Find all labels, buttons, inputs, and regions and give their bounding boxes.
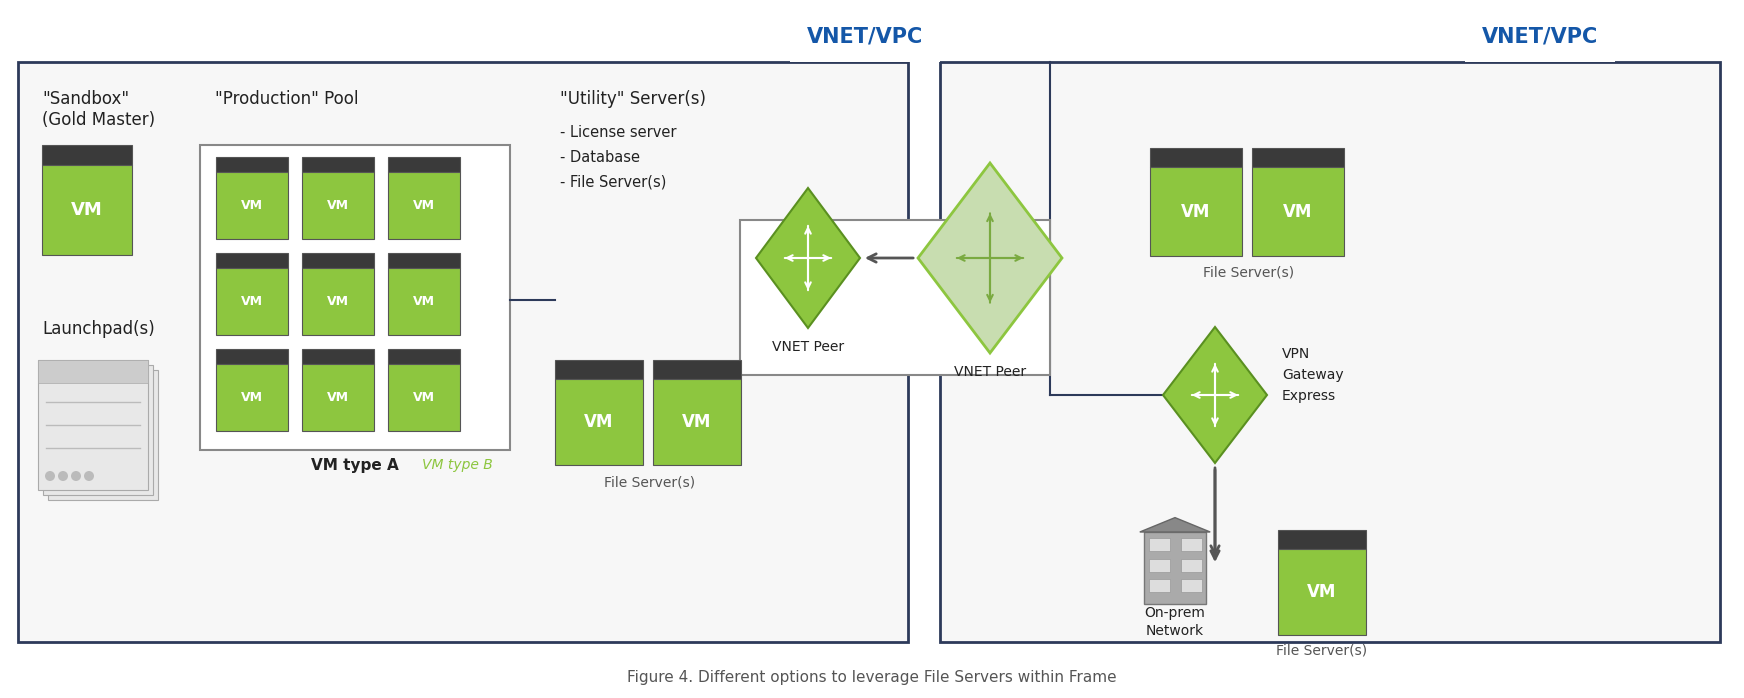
- Bar: [387, 364, 460, 431]
- Text: File Server(s): File Server(s): [1203, 265, 1294, 279]
- Bar: [387, 172, 460, 239]
- Text: "Utility" Server(s): "Utility" Server(s): [560, 90, 706, 108]
- Polygon shape: [917, 163, 1062, 353]
- Circle shape: [45, 471, 56, 481]
- Bar: [216, 172, 288, 239]
- Text: VM type A: VM type A: [310, 458, 399, 473]
- Bar: [302, 268, 373, 335]
- Bar: [652, 379, 741, 465]
- Bar: [1181, 558, 1202, 572]
- Text: VM: VM: [328, 199, 349, 212]
- Text: VM: VM: [413, 391, 434, 404]
- Bar: [38, 360, 148, 383]
- Text: VM type B: VM type B: [422, 458, 494, 472]
- Bar: [38, 360, 148, 490]
- Circle shape: [58, 471, 68, 481]
- Text: On-prem
Network: On-prem Network: [1144, 606, 1205, 639]
- Bar: [1149, 168, 1242, 256]
- Bar: [1149, 579, 1170, 592]
- Bar: [49, 370, 159, 500]
- Text: VM: VM: [682, 413, 712, 431]
- Bar: [302, 253, 373, 268]
- Bar: [790, 10, 940, 62]
- Bar: [44, 365, 153, 495]
- Text: VM: VM: [1181, 202, 1210, 221]
- Bar: [555, 360, 644, 379]
- Bar: [1149, 148, 1242, 168]
- Bar: [1278, 530, 1366, 549]
- Bar: [387, 157, 460, 172]
- Text: "Sandbox"
(Gold Master): "Sandbox" (Gold Master): [42, 90, 155, 129]
- Polygon shape: [1163, 327, 1266, 463]
- Text: VNET Peer: VNET Peer: [954, 365, 1025, 379]
- Text: Figure 4. Different options to leverage File Servers within Frame: Figure 4. Different options to leverage …: [628, 670, 1116, 685]
- Bar: [1278, 549, 1366, 635]
- Polygon shape: [1141, 518, 1210, 532]
- Bar: [1149, 558, 1170, 572]
- Text: VM: VM: [241, 391, 263, 404]
- Text: "Production" Pool: "Production" Pool: [215, 90, 359, 108]
- Bar: [201, 145, 509, 450]
- Text: File Server(s): File Server(s): [1277, 643, 1367, 657]
- Circle shape: [84, 471, 94, 481]
- Bar: [1181, 579, 1202, 592]
- Bar: [17, 62, 909, 642]
- Text: - License server
- Database
- File Server(s): - License server - Database - File Serve…: [560, 125, 677, 189]
- Bar: [302, 349, 373, 364]
- Bar: [1252, 148, 1345, 168]
- Bar: [387, 253, 460, 268]
- Bar: [940, 62, 1720, 642]
- Bar: [1181, 538, 1202, 551]
- Bar: [387, 268, 460, 335]
- Text: VNET/VPC: VNET/VPC: [1482, 26, 1598, 46]
- Bar: [387, 349, 460, 364]
- Bar: [1465, 10, 1615, 62]
- Bar: [302, 157, 373, 172]
- Text: VM: VM: [413, 295, 434, 308]
- Text: VM: VM: [72, 201, 103, 219]
- Polygon shape: [755, 188, 860, 328]
- Text: VM: VM: [328, 295, 349, 308]
- Bar: [739, 220, 1050, 375]
- Bar: [216, 364, 288, 431]
- Bar: [216, 268, 288, 335]
- Text: VM: VM: [1308, 583, 1336, 601]
- Text: VNET/VPC: VNET/VPC: [807, 26, 923, 46]
- Bar: [216, 253, 288, 268]
- Bar: [1149, 538, 1170, 551]
- Bar: [302, 364, 373, 431]
- Text: VM: VM: [241, 295, 263, 308]
- Bar: [555, 379, 644, 465]
- Text: VNET Peer: VNET Peer: [773, 340, 844, 354]
- Bar: [1144, 532, 1207, 604]
- Text: VM: VM: [584, 413, 614, 431]
- Text: VM: VM: [413, 199, 434, 212]
- Bar: [216, 157, 288, 172]
- Text: VM: VM: [328, 391, 349, 404]
- Text: VM: VM: [241, 199, 263, 212]
- Text: Launchpad(s): Launchpad(s): [42, 320, 155, 338]
- Circle shape: [72, 471, 80, 481]
- Text: VM: VM: [1284, 202, 1313, 221]
- Bar: [42, 165, 133, 255]
- Bar: [42, 145, 133, 165]
- Bar: [302, 172, 373, 239]
- Bar: [652, 360, 741, 379]
- Text: VPN
Gateway
Express: VPN Gateway Express: [1282, 348, 1343, 403]
- Bar: [1252, 168, 1345, 256]
- Bar: [216, 349, 288, 364]
- Text: File Server(s): File Server(s): [605, 475, 696, 489]
